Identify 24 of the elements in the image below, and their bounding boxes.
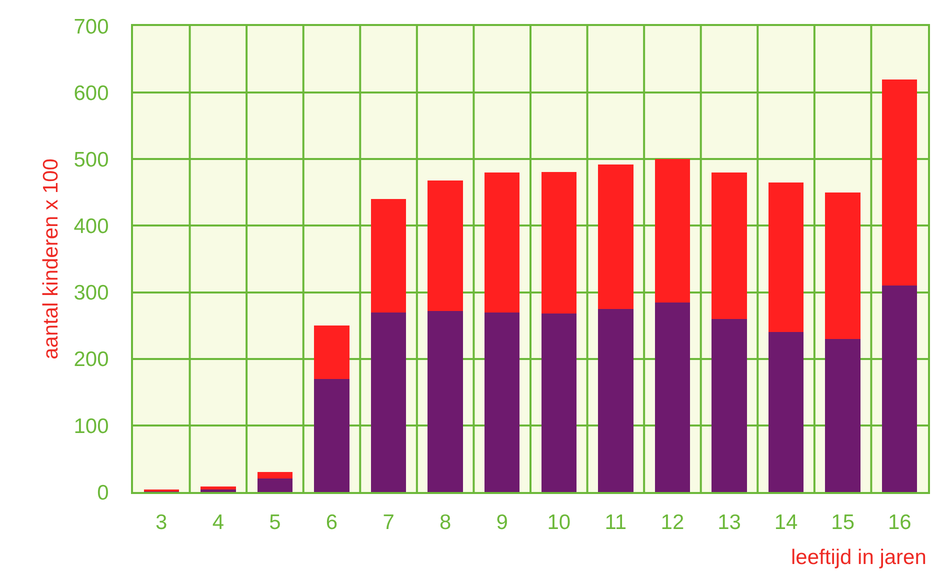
x-tick-label: 13: [718, 511, 741, 534]
x-tick-label: 7: [382, 511, 394, 534]
y-axis-title: aantal kinderen x 100: [39, 158, 62, 360]
x-tick-label: 10: [547, 511, 571, 534]
x-tick-label: 11: [604, 511, 627, 534]
y-tick-label: 0: [97, 481, 109, 504]
x-axis-title: leeftijd in jaren: [791, 546, 926, 569]
y-tick-label: 500: [74, 148, 109, 172]
y-tick-label: 300: [74, 282, 109, 305]
x-tick-label: 16: [888, 511, 912, 534]
y-tick-label: 600: [74, 82, 109, 105]
x-tick-label: 5: [269, 511, 281, 534]
x-tick-label: 12: [660, 511, 684, 534]
x-tick-label: 4: [212, 511, 224, 534]
y-tick-label: 400: [74, 215, 109, 238]
y-tick-label: 100: [74, 414, 109, 438]
x-tick-label: 9: [496, 511, 508, 534]
x-tick-label: 6: [326, 511, 338, 534]
x-tick-label: 15: [831, 511, 854, 534]
x-tick-label: 8: [439, 511, 452, 534]
y-tick-label: 700: [74, 15, 109, 38]
x-tick-label: 3: [156, 511, 168, 534]
y-tick-label: 200: [74, 348, 109, 372]
x-tick-label: 14: [774, 511, 798, 534]
